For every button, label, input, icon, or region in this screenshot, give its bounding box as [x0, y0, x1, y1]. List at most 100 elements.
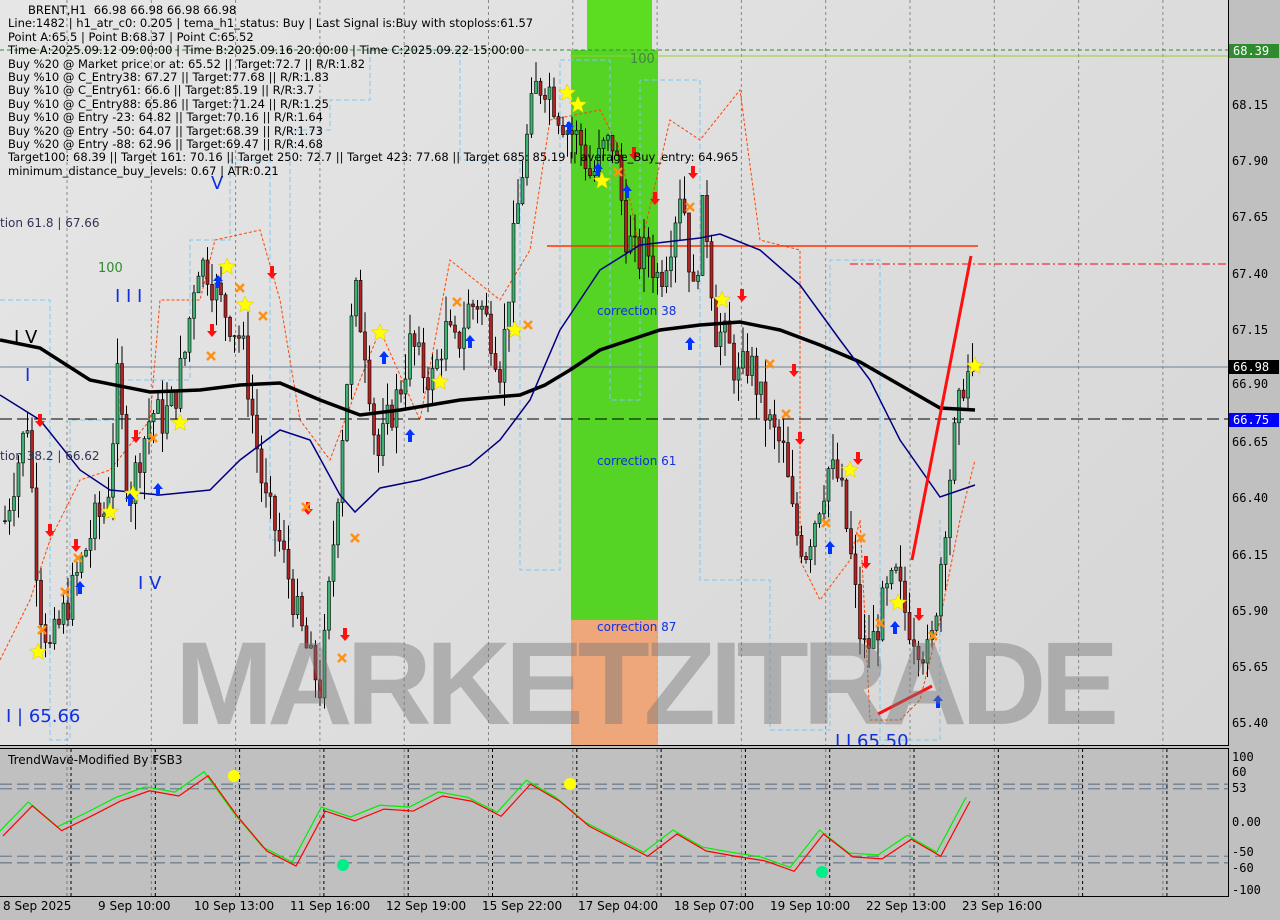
candle	[480, 305, 484, 310]
candle	[61, 602, 66, 625]
candle	[835, 459, 840, 479]
candle	[273, 496, 277, 531]
candle	[583, 144, 588, 169]
candle	[421, 342, 426, 379]
candle	[498, 369, 502, 383]
candle	[664, 270, 669, 287]
candle	[34, 487, 39, 581]
sell-arrow-icon	[629, 147, 639, 160]
time-tick: 18 Sep 07:00	[674, 899, 755, 913]
buy-zone-orange	[571, 620, 658, 745]
candle	[111, 443, 115, 498]
exit-cross-icon	[350, 533, 360, 543]
price-tick: 68.15	[1232, 98, 1269, 112]
candle	[709, 241, 714, 299]
candle	[381, 423, 385, 457]
candle	[340, 440, 345, 504]
candle	[165, 405, 169, 434]
candle	[475, 306, 480, 310]
buy-arrow-icon	[153, 483, 163, 496]
candle	[282, 540, 286, 550]
star-signal-icon	[592, 171, 612, 189]
correction-38-label: correction 38	[597, 304, 677, 318]
candle	[327, 580, 331, 631]
correction-61-label: correction 61	[597, 454, 677, 468]
exit-cross-icon	[523, 320, 533, 330]
buy-arrow-icon	[75, 581, 85, 594]
candle	[291, 578, 295, 615]
time-tick: 11 Sep 16:00	[290, 899, 371, 913]
time-tick: 22 Sep 13:00	[866, 899, 947, 913]
price-tick: 67.65	[1232, 210, 1269, 225]
candle	[669, 256, 673, 271]
candle	[772, 414, 777, 428]
buy-arrow-icon	[213, 275, 223, 288]
watermark: MARKETZITRADE	[175, 618, 1119, 746]
candle	[705, 195, 709, 242]
candle	[588, 168, 592, 176]
buy-arrow-icon	[465, 335, 475, 348]
candle	[79, 555, 84, 573]
exit-cross-icon	[685, 202, 695, 212]
hundred-label: 100	[98, 261, 123, 276]
candle	[786, 442, 790, 477]
exit-cross-icon	[258, 311, 268, 321]
candle	[804, 556, 808, 560]
sell-arrow-icon	[688, 166, 698, 179]
time-tick: 23 Sep 16:00	[962, 899, 1043, 913]
exit-cross-icon	[235, 283, 245, 293]
info-line: Point A:65.5 | Point B:68.37 | Point C:6…	[8, 29, 254, 44]
info-line: minimum_distance_buy_levels: 0.67 | ATR:…	[8, 163, 279, 178]
candle	[21, 432, 25, 464]
candle	[120, 363, 124, 415]
trendwave-indicator-panel[interactable]: TrendWave-Modified By FSB3	[0, 748, 1229, 897]
time-tick: 8 Sep 2025	[3, 899, 72, 913]
candle	[916, 646, 921, 661]
red-step-channel	[0, 88, 976, 721]
candle	[939, 564, 943, 617]
candle	[610, 135, 615, 152]
candle	[75, 572, 79, 576]
candle	[538, 80, 543, 96]
candle	[723, 320, 727, 333]
candle	[255, 414, 259, 450]
exit-cross-icon	[452, 297, 462, 307]
candle	[174, 390, 178, 409]
candle	[192, 292, 196, 319]
candle	[781, 440, 786, 443]
buy-arrow-icon	[622, 185, 632, 198]
candle	[606, 135, 610, 141]
candle	[237, 335, 241, 339]
star-signal-icon	[505, 320, 525, 338]
candle	[552, 86, 556, 117]
candle	[943, 537, 948, 565]
exit-cross-icon	[765, 359, 775, 369]
indicator-tick: -60	[1232, 861, 1254, 875]
candle	[754, 355, 759, 395]
info-line: Buy %10 @ Entry -23: 64.82 || Target:70.…	[8, 110, 323, 125]
candle	[520, 177, 525, 205]
candle	[898, 566, 903, 582]
candle	[511, 223, 516, 303]
sell-arrow-icon	[71, 539, 81, 552]
candle	[102, 513, 106, 517]
sell-arrow-icon	[914, 608, 924, 621]
star-signal-icon	[430, 372, 450, 390]
fib-382-label: tion 38.2 | 66.62	[0, 449, 100, 463]
buy-arrow-icon	[125, 493, 135, 506]
exit-cross-icon	[613, 167, 623, 177]
candle	[759, 381, 763, 395]
star-signal-icon	[170, 413, 190, 431]
candle	[259, 448, 264, 484]
candle	[277, 529, 282, 542]
candle	[489, 313, 493, 354]
price-tick: 65.90	[1232, 603, 1269, 618]
price-chart[interactable]: MARKETZITRADE BRENT,H1 66.98 66.98 66.98…	[0, 0, 1229, 746]
wave-i-price-label: I | 65.66	[6, 706, 81, 727]
indicator-tick: 0.00	[1232, 815, 1261, 829]
candle	[133, 462, 138, 504]
candle	[66, 602, 70, 620]
candle	[349, 315, 354, 385]
info-line: Buy %20 @ Market price or at: 65.52 || T…	[8, 56, 366, 71]
price-tick: 67.90	[1232, 154, 1269, 169]
